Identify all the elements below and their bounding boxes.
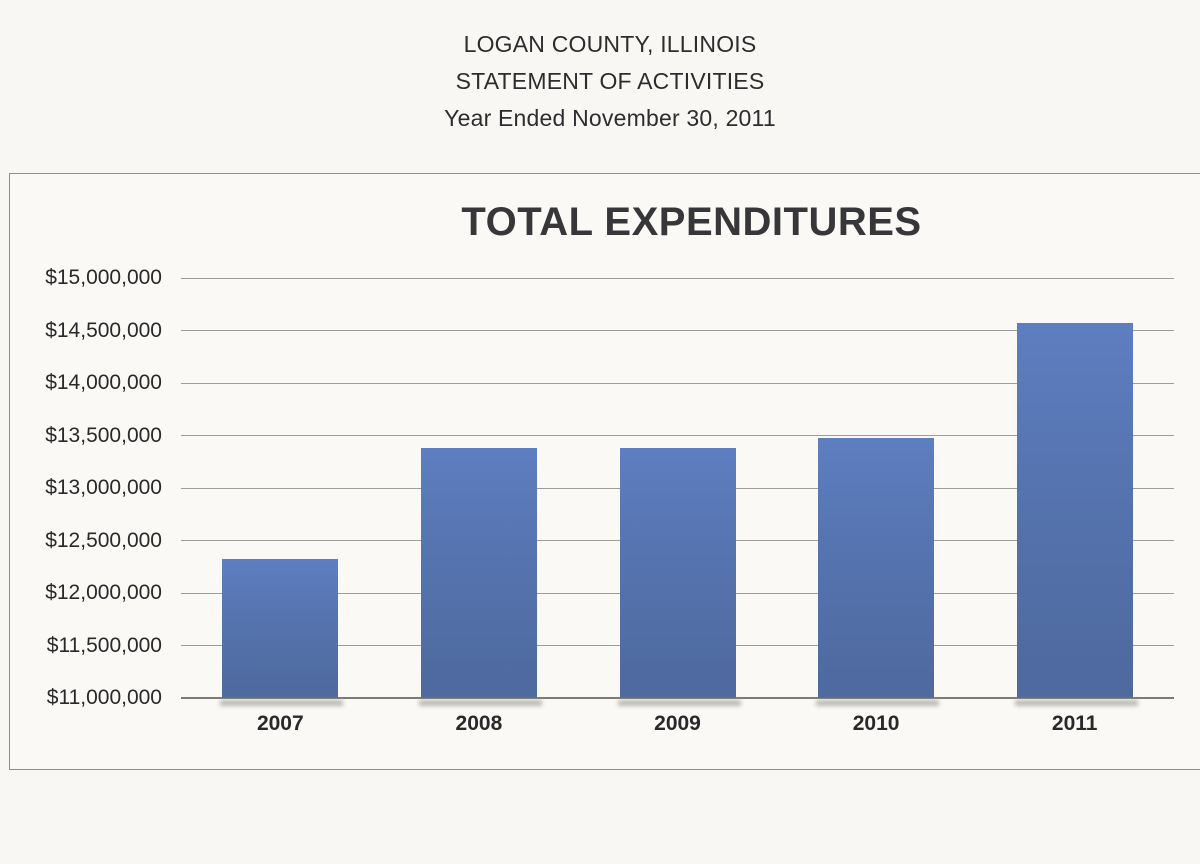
gridline (181, 277, 1174, 279)
y-axis-tick-label: $12,000,000 (45, 581, 162, 604)
plot-area: $15,000,000 $14,500,000 $14,000,000 $13,500… (45, 266, 1174, 735)
y-axis-tick-label: $15,000,000 (45, 266, 162, 289)
x-axis-line (181, 697, 1174, 699)
gridline (181, 330, 1174, 331)
bar-2008 (420, 448, 537, 698)
bar-2009 (619, 448, 736, 698)
y-axis-tick-label: $13,500,000 (45, 423, 162, 447)
bar-2007 (222, 559, 339, 698)
bar-2011 (1016, 323, 1133, 698)
document-header: LOGAN COUNTY, ILLINOIS STATEMENT OF ACTI… (10, 26, 1200, 137)
chart-frame: TOTAL EXPENDITURES $15,000,000 $14,500,00… (9, 173, 1200, 770)
x-axis-label-2009: 2009 (654, 712, 701, 735)
header-line-statement: STATEMENT OF ACTIVITIES (455, 68, 765, 94)
y-axis-tick-label: $11,000,000 (46, 686, 162, 709)
gridline (181, 435, 1174, 436)
gridline (181, 382, 1174, 384)
x-axis-label-2010: 2010 (852, 712, 900, 735)
x-axis-label-2007: 2007 (256, 712, 304, 735)
x-axis-label-2008: 2008 (455, 712, 503, 735)
header-line-county: LOGAN COUNTY, ILLINOIS (463, 31, 757, 57)
x-axis-label-2011: 2011 (1051, 712, 1098, 735)
y-axis-tick-label: $13,000,000 (45, 476, 162, 499)
y-axis-tick-label: $11,500,000 (46, 633, 162, 657)
y-axis-tick-label: $12,500,000 (45, 528, 162, 552)
bar-2010 (818, 437, 935, 698)
header-line-period: Year Ended November 30, 2011 (444, 105, 776, 131)
y-axis-tick-label: $14,500,000 (45, 318, 162, 342)
chart-title: TOTAL EXPENDITURES (461, 200, 922, 244)
y-axis-tick-label: $14,000,000 (45, 371, 162, 394)
